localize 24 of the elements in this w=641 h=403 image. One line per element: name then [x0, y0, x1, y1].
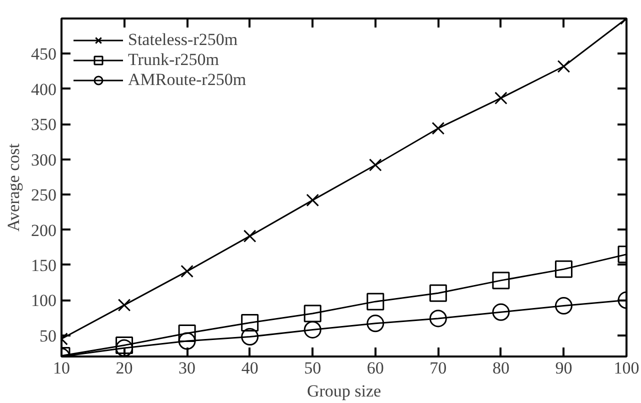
x-tick-label: 100 — [614, 358, 640, 378]
x-tick-label: 20 — [116, 358, 133, 378]
y-tick-label: 50 — [40, 326, 56, 346]
x-axis-title: Group size — [306, 382, 382, 400]
legend-label: AMRoute-r250m — [128, 70, 246, 90]
y-tick-label: 150 — [31, 256, 56, 275]
x-tick-label: 60 — [366, 358, 384, 378]
y-tick-label: 100 — [31, 291, 56, 310]
y-tick-label: 400 — [31, 80, 56, 99]
x-tick-label: 80 — [492, 358, 510, 378]
x-tick-label: 40 — [241, 358, 258, 378]
x-tick-label: 30 — [178, 358, 196, 378]
x-tick-label: 50 — [304, 358, 322, 378]
y-tick-label: 200 — [31, 220, 56, 240]
y-tick-label: 250 — [31, 186, 56, 205]
legend-label: Stateless-r250m — [128, 30, 238, 50]
y-axis-title: Average cost — [4, 143, 23, 232]
x-tick-label: 10 — [53, 358, 70, 378]
y-tick-label: 450 — [31, 44, 56, 64]
y-tick-label: 300 — [31, 150, 56, 170]
legend-label: Trunk-r250m — [128, 50, 219, 70]
y-tick-label: 350 — [31, 115, 56, 134]
x-tick-label: 90 — [555, 358, 572, 378]
x-tick-label: 70 — [430, 358, 447, 378]
